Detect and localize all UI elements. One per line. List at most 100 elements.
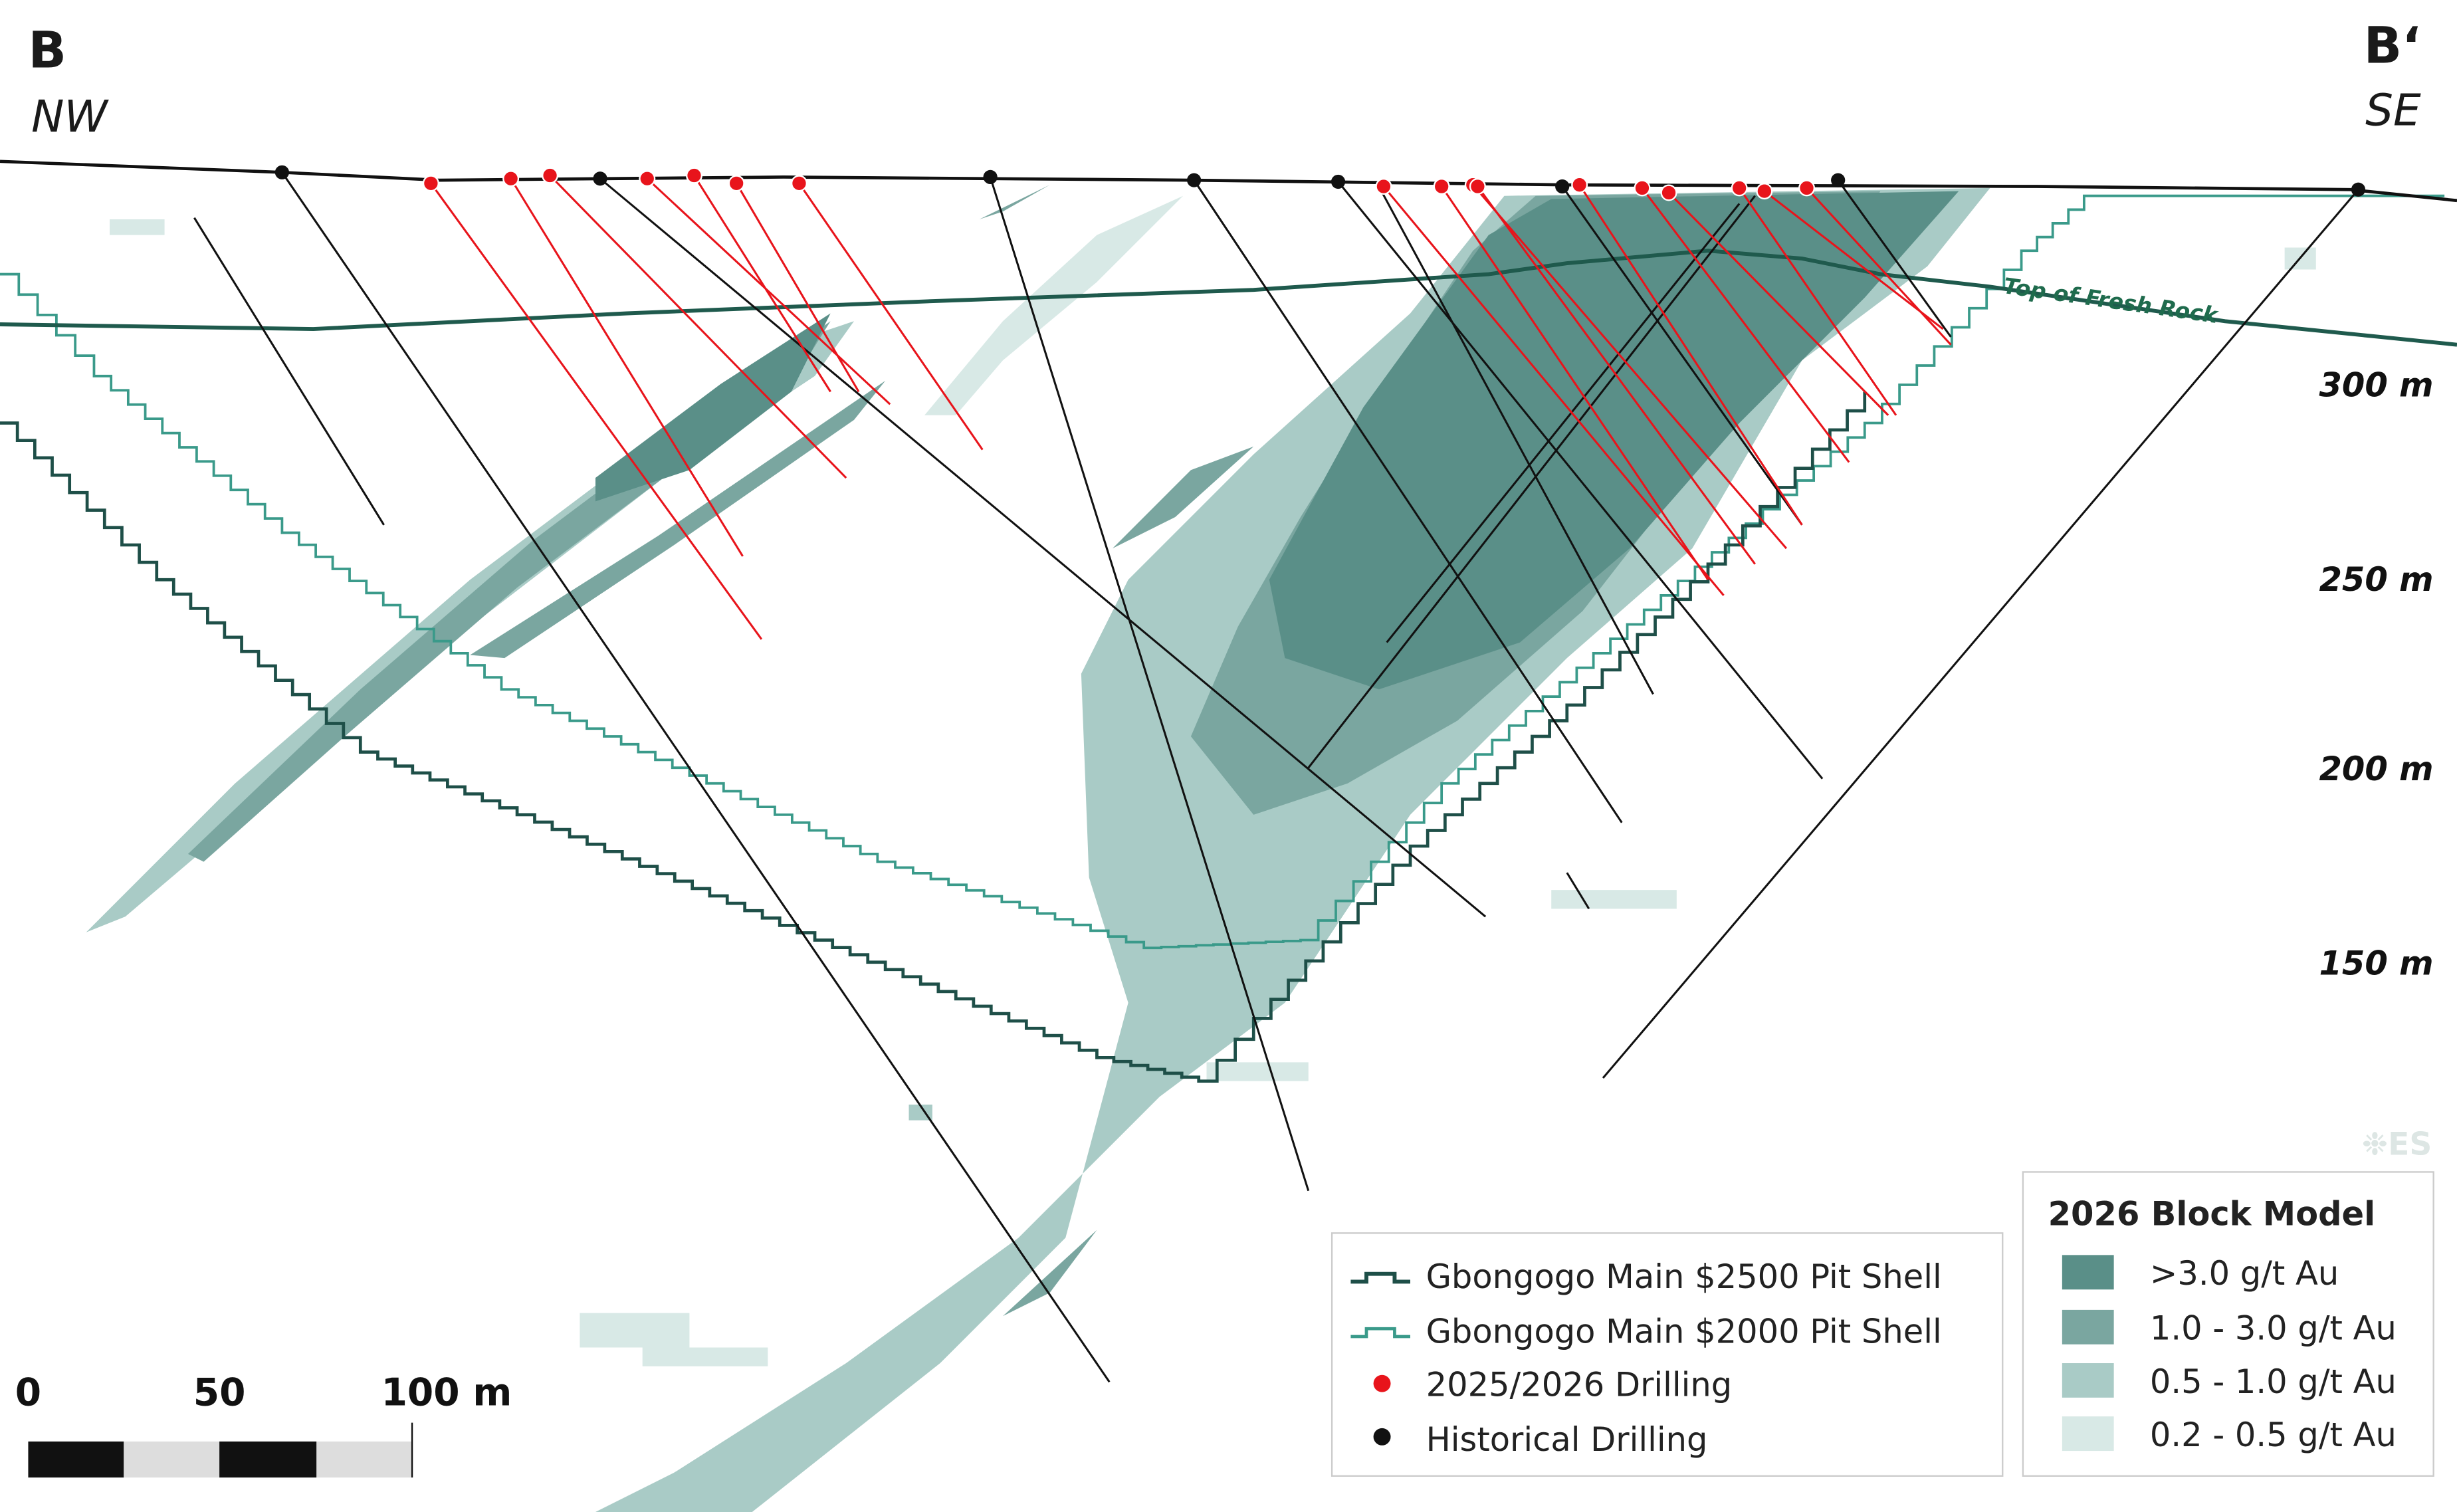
new-collar	[1756, 183, 1773, 200]
elevation-label: 300 m	[2319, 366, 2433, 404]
ore-block	[1551, 890, 1677, 909]
historical-hole	[599, 177, 1487, 918]
scale-label: 0	[15, 1371, 41, 1415]
ore-block	[580, 1313, 768, 1366]
legend-entry: Gbongogo Main $2500 Pit Shell	[1426, 1257, 1942, 1296]
new-collar	[1731, 179, 1748, 197]
historical-hole	[1307, 195, 1756, 769]
historical-collar	[1331, 174, 1346, 189]
section-direction: SE	[2365, 85, 2421, 136]
new-hole	[1738, 187, 1897, 416]
ore-body	[595, 313, 831, 502]
historical-hole	[1386, 203, 1741, 643]
ore-body	[924, 195, 1184, 415]
legend-swatch	[2062, 1416, 2114, 1452]
ore-block	[908, 1105, 932, 1121]
new-collar	[790, 175, 807, 192]
new-collar	[1375, 178, 1392, 195]
legend-swatch	[2062, 1363, 2114, 1398]
new-collar	[1433, 178, 1450, 195]
new-hole	[1641, 187, 1850, 463]
new-collar	[502, 170, 520, 187]
scale-bar	[316, 1441, 413, 1478]
legend-symbol	[1350, 1327, 1411, 1339]
scale-label: 100 m	[381, 1371, 512, 1415]
section-direction: NW	[31, 91, 109, 142]
legend-swatch	[2062, 1255, 2114, 1290]
historical-hole	[989, 176, 1310, 1192]
legend-symbol	[1350, 1271, 1411, 1284]
new-hole	[510, 177, 744, 557]
new-collar	[1469, 178, 1486, 195]
new-hole	[1806, 187, 1952, 346]
historical-hole	[1602, 189, 2359, 1079]
legend-symbol	[1373, 1374, 1391, 1392]
section-label: B	[28, 21, 66, 79]
historical-collar	[274, 165, 290, 179]
new-hole	[646, 177, 891, 405]
ore-body	[1002, 1230, 1097, 1317]
elevation-label: 200 m	[2319, 750, 2433, 788]
new-collar	[542, 167, 559, 184]
legend-box	[1331, 1232, 2004, 1477]
section-label: B‘	[2364, 16, 2421, 74]
pit-shell-2000	[0, 194, 2445, 950]
new-hole	[1763, 190, 1944, 330]
historical-collar	[1555, 179, 1570, 194]
historical-hole	[1561, 185, 1803, 526]
new-collar	[639, 170, 656, 187]
block-model	[86, 185, 2316, 1512]
scale-bar	[124, 1441, 220, 1478]
new-hole	[430, 182, 763, 640]
ore-block	[110, 219, 165, 235]
new-hole	[1472, 184, 1788, 550]
elevation-label: 250 m	[2319, 560, 2433, 599]
new-hole	[1382, 185, 1725, 596]
historical-hole	[281, 171, 1111, 1383]
historical-hole	[1566, 872, 1590, 910]
historical-hole	[1837, 179, 1952, 338]
scale-label: 50	[193, 1371, 246, 1415]
new-hole	[735, 183, 860, 393]
historical-collar	[983, 169, 998, 185]
historical-collar	[1187, 173, 1202, 187]
historical-collar	[2351, 182, 2366, 197]
new-collar	[686, 167, 702, 184]
legend-entry: Historical Drilling	[1426, 1420, 1708, 1459]
historical-collar	[593, 171, 607, 186]
historical-hole	[1193, 179, 1623, 823]
pit-shell-2500	[0, 391, 1867, 1083]
ore-body	[979, 185, 1050, 220]
legend-entry: 1.0 - 3.0 g/t Au	[2150, 1309, 2397, 1348]
new-collar	[1660, 184, 1677, 201]
elevation-label: 150 m	[2319, 944, 2433, 982]
historical-collar	[1831, 173, 1846, 187]
watermark: ❉ES	[2362, 1126, 2432, 1162]
new-hole	[1440, 185, 1709, 581]
legend-swatch	[2062, 1309, 2114, 1345]
ore-body	[470, 380, 886, 659]
drill-holes	[193, 165, 2366, 1383]
new-hole	[798, 182, 984, 451]
scale-bar	[219, 1441, 317, 1478]
historical-hole	[193, 217, 385, 526]
new-hole	[1477, 185, 1756, 565]
historical-hole	[1337, 181, 1824, 780]
new-hole	[693, 175, 831, 393]
block-legend-title: 2026 Block Model	[2048, 1195, 2375, 1234]
scale-bar	[28, 1441, 124, 1478]
new-collar	[1798, 179, 1816, 197]
pit-shells	[0, 194, 2445, 1083]
new-hole	[1578, 184, 1803, 526]
legend-entry: 2025/2026 Drilling	[1426, 1366, 1733, 1404]
ore-block	[1206, 1062, 1309, 1081]
legend-symbol	[1373, 1428, 1391, 1446]
new-hole	[1667, 191, 1889, 416]
fresh-rock-line	[0, 249, 2457, 347]
fresh-rock-label: Top of Fresh Rock	[2002, 272, 2220, 328]
legend-entry: >3.0 g/t Au	[2150, 1254, 2339, 1293]
new-collar	[422, 175, 439, 192]
new-hole	[549, 174, 847, 479]
legend-entry: 0.5 - 1.0 g/t Au	[2150, 1362, 2397, 1401]
